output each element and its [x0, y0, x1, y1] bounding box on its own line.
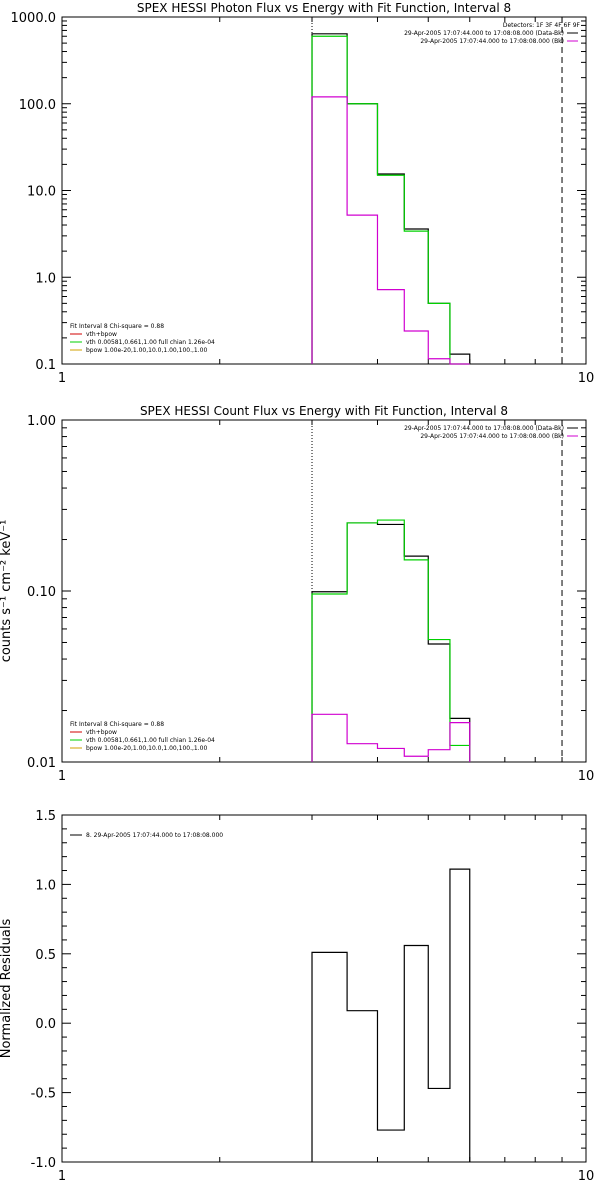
legend-item-label: 29-Apr-2005 17:07:44.000 to 17:08:08.000…	[420, 38, 564, 45]
y-tick-label: 0.5	[35, 948, 56, 963]
y-tick-label: 0.1	[35, 358, 56, 373]
series-line-bkg	[311, 713, 471, 762]
fit-legend-item: bpow 1.00e-20,1.00,10.0,1.00,100.,1.00	[86, 745, 207, 752]
x-tick-label: 1	[58, 371, 66, 386]
fit-legend-header: Fit Interval 8 Chi-square = 0.88	[70, 323, 164, 330]
y-tick-label: -1.0	[31, 1156, 56, 1171]
x-tick-label: 10	[578, 769, 595, 784]
chart-title: SPEX HESSI Count Flux vs Energy with Fit…	[140, 404, 508, 418]
fit-legend-item: vth+bpow	[86, 331, 117, 338]
y-tick-label: 0.0	[35, 1017, 56, 1032]
chart-title: SPEX HESSI Photon Flux vs Energy with Fi…	[137, 1, 511, 15]
x-tick-label: 1	[58, 1169, 66, 1184]
legend-item-label: 29-Apr-2005 17:07:44.000 to 17:08:08.000…	[420, 433, 564, 440]
y-tick-label: 1.5	[35, 809, 56, 824]
chart-panel-1: SPEX HESSI Photon Flux vs Energy with Fi…	[11, 1, 595, 386]
fit-legend-item: 8. 29-Apr-2005 17:07:44.000 to 17:08:08.…	[86, 832, 223, 839]
y-tick-label: 1.00	[27, 414, 56, 429]
legend-item-label: 29-Apr-2005 17:07:44.000 to 17:08:08.000…	[404, 425, 564, 432]
y-axis-label: Normalized Residuals	[0, 919, 14, 1059]
x-tick-label: 10	[578, 1169, 595, 1184]
plot-frame	[61, 419, 587, 763]
y-tick-label: 1000.0	[11, 11, 57, 26]
series-line-bpow	[311, 96, 470, 365]
plot-frame	[61, 16, 587, 365]
fit-legend-header: Fit Interval 8 Chi-square = 0.88	[70, 721, 164, 728]
chart-panel-3: 1 10 -1.0 -0.5 0.0 0.5 1.0 1.5 Normalized Residu…	[0, 809, 594, 1184]
series-line-total	[311, 33, 471, 364]
fit-legend-item: vth+bpow	[86, 729, 117, 736]
y-tick-label: 0.01	[27, 756, 56, 771]
x-tick-label: 1	[58, 769, 66, 784]
series-line-vth	[311, 519, 471, 762]
fit-legend-item: vth 0.00581,0.661,1.00 full chian 1.26e-…	[86, 339, 215, 346]
y-tick-label: 1.0	[35, 271, 56, 286]
series-line-total	[311, 522, 471, 762]
y-tick-label: -0.5	[31, 1087, 56, 1102]
y-tick-label: 1.0	[35, 878, 56, 893]
chart-panel-2: SPEX HESSI Count Flux vs Energy with Fit…	[0, 404, 594, 784]
fit-legend-item: vth 0.00581,0.661,1.00 full chian 1.26e-…	[86, 737, 215, 744]
series-line-resid	[311, 868, 471, 1162]
fit-legend-item: bpow 1.00e-20,1.00,10.0,1.00,100.,1.00	[86, 347, 207, 354]
y-axis-label: counts s⁻¹ cm⁻² keV⁻¹	[0, 520, 14, 663]
legend-item-label: 29-Apr-2005 17:07:44.000 to 17:08:08.000…	[404, 30, 564, 37]
y-tick-label: 0.10	[27, 585, 56, 600]
y-tick-label: 100.0	[19, 98, 56, 113]
plot-frame	[61, 814, 587, 1163]
legend-header: Detectors: 1F 3F 4F 6F 9F	[503, 22, 581, 29]
y-tick-label: 10.0	[27, 185, 56, 200]
series-line-vth	[311, 35, 470, 365]
x-tick-label: 10	[578, 371, 595, 386]
